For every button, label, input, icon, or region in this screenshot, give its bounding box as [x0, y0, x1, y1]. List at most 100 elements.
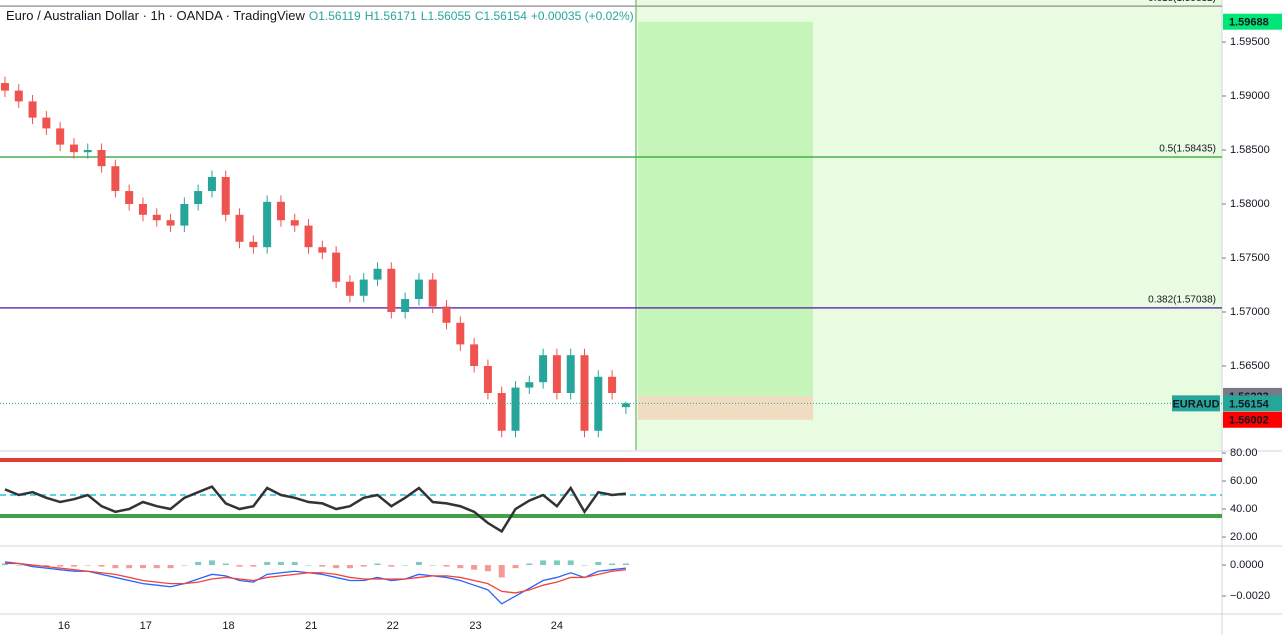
y-tick-label: 0.0000	[1230, 559, 1264, 571]
price-tag-label: 1.56154	[1229, 398, 1270, 410]
histogram-bar	[29, 565, 36, 567]
candle-body	[42, 117, 51, 129]
candle-body	[263, 201, 272, 248]
symbol-title: Euro / Australian Dollar · 1h · OANDA · …	[6, 8, 305, 23]
candle-body	[525, 382, 534, 388]
candle-body	[194, 191, 203, 204]
histogram-bar	[195, 561, 202, 566]
x-tick-label: 24	[551, 620, 563, 632]
candle-body	[83, 150, 92, 153]
y-tick-label: 80.00	[1230, 447, 1258, 459]
x-tick-label: 21	[305, 620, 317, 632]
candle-body	[166, 220, 175, 226]
ohlc-value: L1.56055	[420, 9, 471, 23]
x-tick-label: 23	[469, 620, 481, 632]
x-tick-label: 22	[387, 620, 399, 632]
histogram-bar	[57, 565, 64, 567]
histogram-bar	[512, 565, 519, 569]
candle-body	[332, 252, 341, 282]
candle-body	[69, 144, 78, 153]
candle-body	[207, 176, 216, 192]
histogram-bar	[15, 565, 22, 566]
candle-body	[470, 344, 479, 366]
candle-body	[566, 355, 575, 393]
candle-body	[111, 166, 120, 192]
y-tick-label: 1.56500	[1230, 360, 1270, 372]
candle-body	[621, 403, 630, 408]
histogram-bar	[443, 565, 450, 567]
candle-body	[552, 355, 561, 393]
candle-body	[235, 214, 244, 242]
header: Euro / Australian Dollar · 1h · OANDA · …	[6, 8, 634, 23]
candle-body	[456, 322, 465, 345]
candle-body	[28, 101, 37, 118]
histogram-bar	[126, 565, 133, 569]
fib-label: 0.5(1.58435)	[1159, 144, 1216, 155]
candle-body	[276, 201, 285, 221]
candle-body	[359, 279, 368, 296]
fib-label: 0.618(1.59832)	[1148, 0, 1216, 4]
histogram-bar	[167, 565, 174, 569]
y-tick-label: −0.0020	[1230, 590, 1270, 602]
ohlc-value: O1.56119	[308, 9, 361, 23]
histogram-bar	[457, 565, 464, 569]
x-tick-label: 16	[58, 620, 70, 632]
histogram-bar	[429, 565, 436, 566]
candle-body	[539, 355, 548, 383]
histogram-bar	[567, 560, 574, 566]
histogram-bar	[595, 561, 602, 566]
histogram-bar	[402, 565, 409, 566]
candle-body	[511, 387, 520, 431]
histogram-bar	[305, 565, 312, 566]
candle-body	[387, 268, 396, 312]
histogram-bar	[153, 565, 160, 569]
ohlc-value: +0.00035 (+0.02%)	[530, 9, 634, 23]
candle-body	[608, 376, 617, 393]
histogram-bar	[43, 565, 50, 567]
histogram-bar	[484, 565, 491, 572]
symbol-tag-label: EURAUD	[1172, 398, 1219, 410]
candle-body	[138, 203, 147, 215]
candle-body	[97, 150, 106, 167]
y-tick-label: 1.57000	[1230, 306, 1270, 318]
candle-body	[221, 176, 230, 215]
histogram-bar	[415, 561, 422, 566]
histogram-bar	[98, 565, 105, 567]
candle-body	[56, 128, 65, 145]
histogram-bar	[581, 565, 588, 566]
rsi-line	[4, 485, 627, 534]
candle-body	[0, 83, 9, 91]
histogram-bar	[181, 565, 188, 566]
candle-body	[580, 355, 589, 431]
candle-body	[14, 90, 23, 102]
histogram-bar	[112, 565, 119, 569]
histogram-bar	[291, 561, 298, 566]
histogram-bar	[553, 560, 560, 566]
candle-body	[414, 279, 423, 300]
histogram-bar	[264, 561, 271, 566]
price-tag	[1223, 13, 1282, 30]
histogram-bar	[222, 563, 229, 566]
histogram-bar	[498, 565, 505, 578]
candle-body	[428, 279, 437, 307]
histogram-bar	[540, 560, 547, 566]
price-tag	[1223, 395, 1282, 412]
histogram-bar	[319, 565, 326, 567]
candle-body	[318, 247, 327, 253]
y-tick-label: 1.58500	[1230, 144, 1270, 156]
histogram-bar	[84, 565, 91, 566]
candle-body	[442, 306, 451, 323]
symbol-tag	[1172, 395, 1220, 412]
histogram-bar	[208, 560, 215, 566]
candle-body	[373, 268, 382, 280]
histogram-bar	[471, 565, 478, 570]
histogram-bar	[236, 565, 243, 567]
y-tick-label: 1.59000	[1230, 90, 1270, 102]
y-tick-label: 40.00	[1230, 503, 1258, 515]
histogram-bar	[526, 563, 533, 566]
histogram-bar	[1, 563, 8, 566]
y-tick-label: 1.59500	[1230, 36, 1270, 48]
candle-body	[249, 241, 258, 248]
